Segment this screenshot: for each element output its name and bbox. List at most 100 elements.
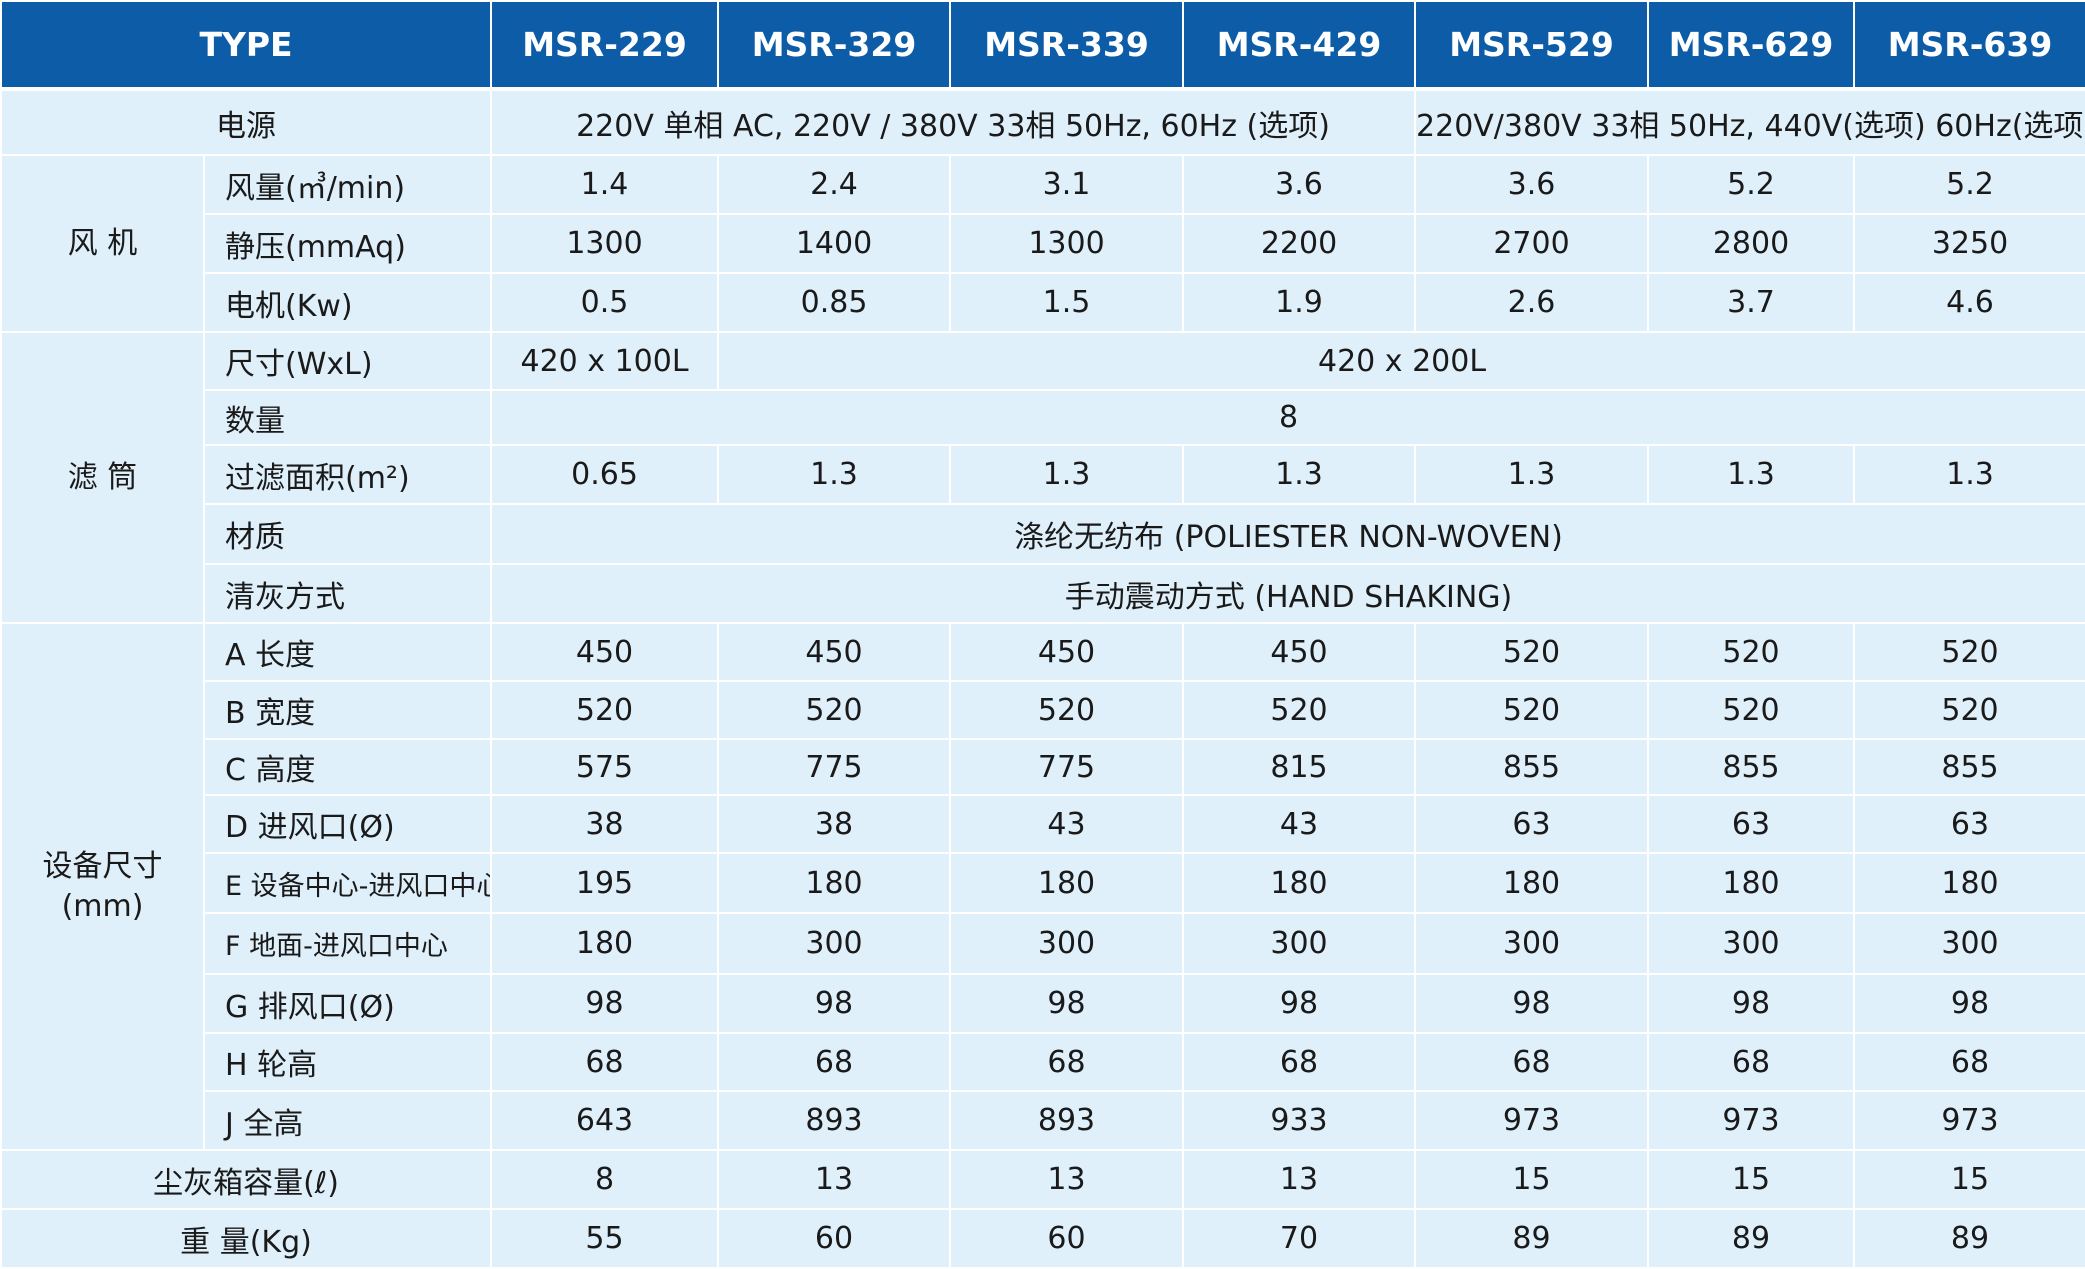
dimension-row: E 设备中心-进风口中心 195 180 180 180 180 180 180 (1, 852, 2085, 914)
fan-cell: 3.1 (949, 154, 1185, 215)
dimension-cell: 63 (1853, 794, 2085, 854)
filter-material-value: 涤纶无纺布 (POLIESTER NON-WOVEN) (490, 503, 2085, 565)
dimension-row-label: G 排风口(Ø) (202, 973, 493, 1034)
dimension-row-label: A 长度 (202, 622, 493, 682)
filter-size-rest: 420 x 200L (717, 331, 2085, 391)
weight-cell: 70 (1182, 1208, 1417, 1269)
fan-cell: 2.4 (717, 154, 952, 215)
fan-cell: 3.6 (1414, 154, 1650, 215)
model-header: MSR-629 (1647, 0, 1856, 91)
dimension-cell: 180 (1414, 852, 1650, 914)
weight-row: 重 量(Kg) 55 60 60 70 89 89 89 (0, 1208, 2085, 1269)
fan-row-label: 静压(mmAq) (202, 213, 493, 274)
weight-cell: 89 (1853, 1208, 2085, 1269)
dimension-cell: 43 (949, 794, 1185, 854)
dimension-cell: 68 (1182, 1032, 1417, 1092)
dimension-cell: 300 (1647, 912, 1856, 975)
filter-material-label: 材质 (202, 503, 493, 565)
fan-cell: 1300 (490, 213, 720, 274)
power-value-three-phase: 220V/380V 33相 50Hz, 440V(选项) 60Hz(选项) (1414, 88, 2085, 156)
dimension-cell: 893 (717, 1090, 952, 1151)
dust-box-cell: 15 (1853, 1149, 2085, 1210)
dimension-cell: 450 (949, 622, 1185, 682)
dimension-row-label: J 全高 (202, 1090, 493, 1151)
dimension-cell: 300 (1182, 912, 1417, 975)
filter-area-cell: 1.3 (1414, 444, 1650, 505)
dimension-cell: 63 (1647, 794, 1856, 854)
fan-cell: 2800 (1647, 213, 1856, 274)
dust-box-label: 尘灰箱容量(ℓ) (0, 1149, 493, 1210)
dimension-cell: 300 (1853, 912, 2085, 975)
fan-row: 静压(mmAq) 1300 1400 1300 2200 2700 2800 3… (1, 213, 2085, 274)
fan-cell: 2200 (1182, 213, 1417, 274)
dimension-cell: 98 (717, 973, 952, 1034)
filter-qty-row: 数量 8 (1, 389, 2085, 446)
model-header: MSR-529 (1414, 0, 1650, 91)
model-header: MSR-329 (717, 0, 952, 91)
filter-category-label: 滤 筒 (0, 331, 205, 624)
dimension-cell: 68 (949, 1032, 1185, 1092)
model-header: MSR-229 (490, 0, 720, 91)
dust-box-row: 尘灰箱容量(ℓ) 8 13 13 13 15 15 15 (0, 1149, 2085, 1210)
filter-area-cell: 1.3 (949, 444, 1185, 505)
dimension-cell: 300 (1414, 912, 1650, 975)
dimension-cell: 38 (490, 794, 720, 854)
fan-cell: 3.6 (1182, 154, 1417, 215)
dimension-row: G 排风口(Ø) 98 98 98 98 98 98 98 (1, 973, 2085, 1034)
model-header: MSR-429 (1182, 0, 1417, 91)
dimension-cell: 98 (1182, 973, 1417, 1034)
dimension-row: C 高度 575 775 775 815 855 855 855 (1, 738, 2085, 796)
dimension-cell: 815 (1182, 738, 1417, 796)
dimension-cell: 973 (1853, 1090, 2085, 1151)
fan-cell: 0.5 (490, 272, 720, 333)
fan-cell: 1.4 (490, 154, 720, 215)
dimension-cell: 300 (717, 912, 952, 975)
dimension-row-label: E 设备中心-进风口中心 (202, 852, 493, 914)
dimension-row-label: C 高度 (202, 738, 493, 796)
dimension-cell: 63 (1414, 794, 1650, 854)
dimension-cell: 98 (1414, 973, 1650, 1034)
power-label: 电源 (0, 88, 493, 156)
dimension-row-label: B 宽度 (202, 680, 493, 740)
dimension-row-label: D 进风口(Ø) (202, 794, 493, 854)
weight-cell: 89 (1414, 1208, 1650, 1269)
dimension-cell: 300 (949, 912, 1185, 975)
filter-cleaning-label: 清灰方式 (202, 563, 493, 624)
dimension-row-label: F 地面-进风口中心 (202, 912, 493, 975)
fan-row: 风 机 风量(㎥/min) 1.4 2.4 3.1 3.6 3.6 5.2 5.… (0, 154, 2085, 333)
dimension-cell: 855 (1414, 738, 1650, 796)
fan-cell: 1300 (949, 213, 1185, 274)
dimension-cell: 98 (490, 973, 720, 1034)
filter-material-row: 材质 涤纶无纺布 (POLIESTER NON-WOVEN) (1, 503, 2085, 565)
dimension-cell: 180 (490, 912, 720, 975)
dimension-cell: 195 (490, 852, 720, 914)
dimension-cell: 520 (1414, 622, 1650, 682)
dimension-cell: 180 (949, 852, 1185, 914)
dimension-cell: 855 (1647, 738, 1856, 796)
filter-area-row: 过滤面积(m²) 0.65 1.3 1.3 1.3 1.3 1.3 1.3 (1, 444, 2085, 505)
filter-area-cell: 1.3 (1853, 444, 2085, 505)
fan-cell: 5.2 (1647, 154, 1856, 215)
dimension-cell: 775 (949, 738, 1185, 796)
dust-box-cell: 15 (1647, 1149, 1856, 1210)
dimension-row: H 轮高 68 68 68 68 68 68 68 (1, 1032, 2085, 1092)
filter-qty-label: 数量 (202, 389, 493, 446)
dimension-row-label: H 轮高 (202, 1032, 493, 1092)
fan-cell: 0.85 (717, 272, 952, 333)
dimension-cell: 520 (949, 680, 1185, 740)
filter-size-row: 滤 筒 尺寸(WxL) 420 x 100L 420 x 200L (0, 331, 2085, 624)
power-value-single-phase: 220V 单相 AC, 220V / 380V 33相 50Hz, 60Hz (… (490, 88, 1417, 156)
dimension-cell: 520 (1853, 622, 2085, 682)
filter-area-label: 过滤面积(m²) (202, 444, 493, 505)
dimension-cell: 520 (1853, 680, 2085, 740)
header-row: TYPE MSR-229 MSR-329 MSR-339 MSR-429 MSR… (0, 0, 2085, 91)
dimension-cell: 520 (1647, 622, 1856, 682)
dimension-cell: 973 (1647, 1090, 1856, 1151)
weight-cell: 89 (1647, 1208, 1856, 1269)
weight-cell: 60 (949, 1208, 1185, 1269)
fan-cell: 2.6 (1414, 272, 1650, 333)
dimension-cell: 68 (1853, 1032, 2085, 1092)
fan-row: 电机(Kw) 0.5 0.85 1.5 1.9 2.6 3.7 4.6 (1, 272, 2085, 333)
dimension-cell: 180 (1853, 852, 2085, 914)
